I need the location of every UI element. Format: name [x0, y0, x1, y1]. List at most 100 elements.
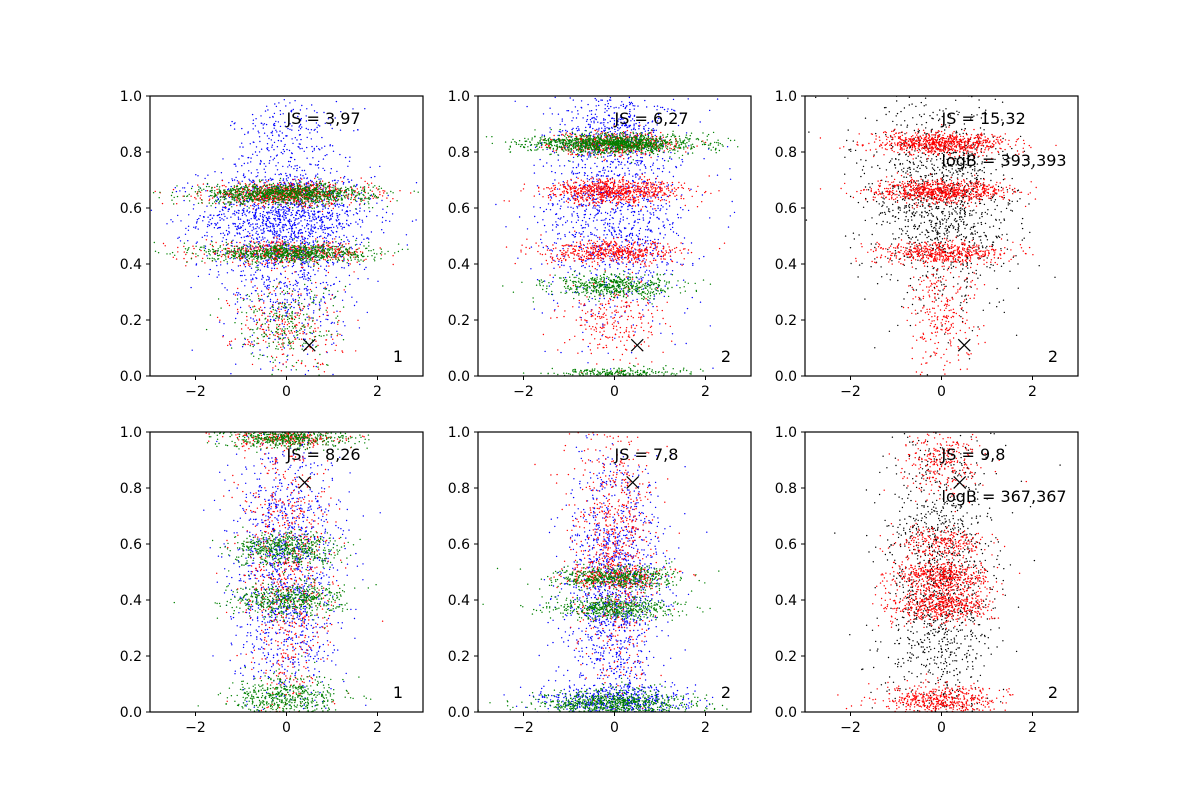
data-point [262, 220, 265, 222]
data-point [224, 196, 227, 198]
data-point [315, 340, 317, 342]
data-point [278, 224, 280, 226]
data-point [306, 186, 308, 188]
data-point [306, 290, 308, 292]
data-point [286, 202, 288, 204]
data-point [332, 373, 334, 376]
data-point [327, 241, 330, 243]
data-point [296, 189, 299, 191]
data-point [297, 209, 299, 212]
data-point [258, 197, 260, 199]
data-point [288, 281, 291, 283]
data-point [228, 190, 231, 192]
data-point [363, 210, 366, 212]
data-point [214, 250, 216, 252]
data-point [329, 172, 332, 174]
data-point [342, 183, 345, 185]
data-point [237, 225, 239, 227]
data-point [352, 108, 354, 110]
data-point [202, 183, 205, 185]
data-point [278, 215, 281, 217]
data-point [280, 221, 282, 224]
data-point [271, 134, 274, 137]
data-point [286, 286, 288, 288]
data-point [203, 188, 205, 190]
data-point [333, 342, 335, 344]
data-point [289, 193, 292, 195]
data-point [284, 223, 287, 226]
data-point [218, 203, 220, 205]
data-point [297, 187, 300, 189]
data-point [250, 240, 253, 242]
data-point [361, 251, 364, 253]
data-point [263, 227, 265, 230]
data-point [307, 211, 309, 214]
data-point [285, 186, 287, 188]
data-point [263, 123, 266, 125]
data-point [287, 187, 289, 190]
data-point [337, 198, 339, 201]
data-point [266, 148, 269, 151]
data-point [222, 196, 224, 199]
data-point [389, 200, 392, 203]
data-point [292, 108, 294, 111]
data-point [252, 200, 254, 202]
data-point [204, 247, 207, 250]
data-point [242, 270, 244, 272]
data-point [343, 267, 345, 269]
data-point [316, 173, 319, 175]
data-point [214, 222, 216, 225]
data-point [327, 314, 329, 317]
data-point [332, 189, 334, 191]
data-point [228, 192, 231, 194]
data-point [240, 270, 242, 273]
data-point [295, 218, 297, 220]
data-point [368, 207, 370, 209]
data-point [292, 248, 294, 251]
data-point [258, 151, 261, 153]
data-point [276, 187, 278, 189]
data-point [329, 186, 331, 188]
data-point [246, 186, 249, 189]
data-point [300, 181, 302, 183]
data-point [282, 113, 284, 115]
data-point [292, 258, 295, 260]
data-point [298, 293, 300, 296]
data-point [258, 318, 261, 320]
data-point [310, 230, 312, 232]
data-point [336, 231, 338, 233]
data-point [317, 244, 319, 246]
data-point [195, 256, 197, 258]
data-point [257, 233, 259, 236]
data-point [311, 256, 313, 259]
data-point [311, 145, 313, 148]
data-point [259, 212, 261, 215]
data-point [371, 207, 374, 209]
data-point [350, 193, 352, 196]
data-point [309, 235, 311, 238]
data-point [315, 184, 317, 187]
data-point [295, 280, 298, 283]
data-point [328, 233, 330, 235]
data-point [340, 191, 342, 193]
data-point [327, 217, 330, 219]
data-point [243, 188, 245, 190]
data-point [197, 255, 199, 257]
data-point [228, 194, 231, 196]
data-point [289, 235, 291, 238]
data-point [228, 196, 231, 199]
data-point [306, 108, 308, 110]
data-point [298, 202, 300, 204]
data-point [265, 223, 267, 225]
data-point [230, 249, 233, 251]
data-point [293, 168, 295, 170]
data-point [224, 193, 226, 195]
data-point [295, 180, 297, 182]
data-point [272, 200, 275, 202]
data-point [339, 153, 341, 156]
data-point [242, 189, 244, 191]
data-point [352, 189, 354, 191]
data-point [228, 304, 231, 307]
data-point [283, 318, 285, 320]
data-point [177, 246, 179, 249]
